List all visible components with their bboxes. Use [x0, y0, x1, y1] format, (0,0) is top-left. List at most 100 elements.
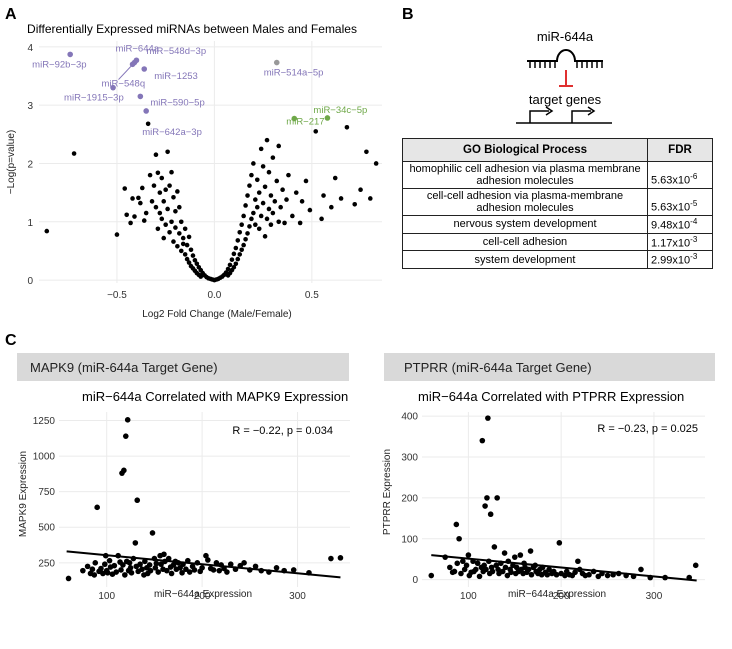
volcano-mirna-label: miR−548d−3p [146, 46, 206, 57]
volcano-point [270, 155, 276, 160]
go-fdr: 9.48x10-4 [647, 215, 713, 234]
mapk9-point [158, 561, 164, 568]
volcano-point [178, 248, 184, 254]
volcano-y-tick-label: 1 [27, 218, 33, 229]
volcano-highlight-point [67, 51, 73, 58]
mapk9-y-tick-label: 500 [38, 523, 55, 534]
mapk9-point [273, 564, 280, 571]
volcano-x-axis-title: Log2 Fold Change (Male/Female) [142, 309, 292, 320]
mapk9-point [252, 563, 259, 570]
volcano-point [44, 228, 50, 234]
ptprr-x-tick-label: 200 [553, 591, 570, 602]
ptprr-point [447, 564, 453, 571]
volcano-point [245, 231, 250, 236]
mapk9-scatter: 100 200 300 250 500 750 1000 1250 [33, 412, 350, 602]
mapk9-correlation: R = −0.22, p = 0.034 [232, 425, 333, 437]
ptprr-point [502, 564, 509, 571]
ptprr-y-tick-label: 100 [401, 534, 418, 545]
volcano-point [182, 252, 188, 257]
volcano-point [256, 226, 262, 232]
ptprr-point [482, 503, 488, 509]
ptprr-point [491, 544, 498, 550]
volcano-point [243, 236, 248, 242]
go-table-header: GO Biological Process FDR [402, 138, 713, 162]
volcano-point [155, 226, 161, 232]
volcano-point [256, 190, 262, 195]
volcano-point [233, 245, 239, 251]
ptprr-point [465, 552, 472, 558]
mapk9-point [91, 572, 98, 578]
volcano-point [175, 243, 180, 249]
mapk9-point [104, 569, 111, 576]
ptprr-point [556, 540, 563, 546]
mapk9-point [111, 562, 118, 569]
volcano-point [165, 149, 170, 155]
mapk9-point [120, 562, 126, 568]
volcano-ticks: −0.5 0.0 0.5 0 1 2 3 4 [27, 43, 319, 301]
mapk9-x-tick-label: 100 [98, 591, 115, 602]
mapk9-point [121, 467, 127, 474]
volcano-point [141, 218, 147, 223]
ptprr-point [546, 566, 552, 573]
mapk9-point [139, 566, 145, 573]
volcano-point [169, 219, 174, 225]
mapk9-point [134, 497, 141, 504]
mapk9-point [94, 504, 100, 511]
volcano-point [167, 183, 172, 188]
volcano-point [159, 216, 165, 222]
ptprr-point [508, 569, 514, 576]
go-process: homophilic cell adhesion via plasma memb… [402, 161, 648, 189]
volcano-point [122, 186, 128, 191]
volcano-point [188, 247, 194, 253]
volcano-point [138, 200, 143, 206]
volcano-point [237, 229, 243, 235]
mapk9-point [146, 562, 153, 568]
volcano-point [286, 172, 291, 178]
ptprr-point [473, 566, 479, 573]
volcano-point [163, 187, 168, 192]
ptprr-point [544, 571, 551, 578]
volcano-mirna-label: miR−92b−3p [32, 59, 86, 70]
volcano-point [264, 216, 270, 222]
volcano-point [282, 220, 287, 226]
volcano-point [313, 129, 319, 134]
ptprr-point [485, 415, 491, 421]
mapk9-point [155, 569, 162, 575]
volcano-grid [39, 41, 382, 283]
volcano-point [278, 204, 283, 210]
ptprr-point [476, 573, 483, 580]
mapk9-point [106, 557, 113, 564]
volcano-point [130, 196, 135, 201]
panel-label-c: C [5, 332, 17, 349]
promoter-arrowhead-1 [545, 106, 554, 116]
volcano-point [268, 193, 274, 198]
mapk9-regression-line [66, 550, 341, 579]
ptprr-point [458, 570, 464, 577]
volcano-highlight-point [110, 84, 116, 91]
ptprr-y-tick-label: 300 [401, 452, 418, 463]
volcano-point [254, 177, 260, 183]
ptprr-correlation: R = −0.23, p = 0.025 [597, 423, 698, 435]
ptprr-point [456, 535, 462, 542]
volcano-x-tick-label: −0.5 [107, 290, 127, 301]
volcano-highlight-point [143, 108, 149, 114]
go-process: system development [402, 250, 648, 269]
volcano-point [245, 193, 250, 198]
volcano-point [182, 226, 188, 232]
mapk9-point [128, 569, 135, 576]
ptprr-point [487, 511, 494, 518]
volcano-mirna-label: miR−1253 [154, 71, 198, 82]
volcano-highlight-point [291, 115, 298, 122]
mapk9-point [100, 570, 106, 577]
volcano-point [260, 200, 266, 206]
volcano-mirna-label: miR−34c−5p [313, 105, 367, 116]
mapk9-title: miR−644a Correlated with MAPK9 Expressio… [82, 389, 348, 404]
volcano-point [253, 222, 258, 227]
mapk9-point [113, 569, 120, 575]
volcano-point [280, 187, 285, 192]
ptprr-scatter: 100 200 300 0 100 200 300 400 [401, 412, 705, 602]
volcano-point [173, 225, 178, 230]
volcano-point [231, 251, 237, 257]
volcano-points [44, 121, 379, 283]
volcano-point [124, 212, 129, 218]
